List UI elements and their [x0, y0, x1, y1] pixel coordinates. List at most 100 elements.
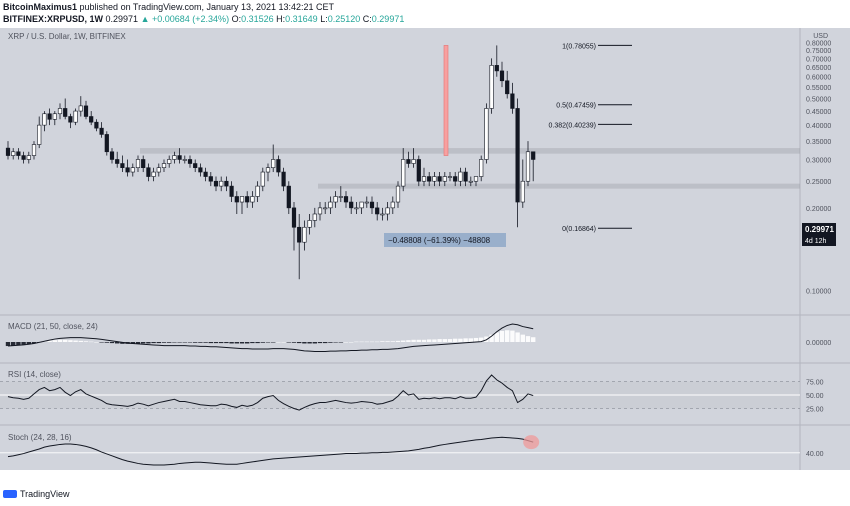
macd-histogram-bar [193, 342, 198, 343]
macd-histogram-bar [151, 342, 156, 344]
candles[interactable] [5, 45, 536, 280]
macd-histogram-bar [63, 339, 68, 342]
candle-body [317, 207, 323, 215]
open-label: O: [231, 14, 242, 24]
candle-body [68, 116, 73, 123]
macd-histogram-bar [406, 340, 411, 342]
macd-histogram-bar [78, 340, 83, 342]
candle-body [161, 163, 167, 169]
macd-histogram-bar [21, 342, 26, 345]
macd-histogram-bar [390, 341, 395, 342]
macd-histogram-bar [99, 342, 104, 343]
author-name[interactable]: BitcoinMaximus1 [3, 2, 78, 12]
tradingview-brand: TradingView [20, 489, 70, 499]
macd-histogram-bar [250, 342, 255, 344]
macd-histogram-bar [323, 342, 328, 344]
macd-histogram-bar [198, 342, 203, 343]
macd-title: MACD (21, 50, close, 24) [8, 322, 98, 331]
macd-histogram-bar [73, 340, 78, 342]
macd-histogram-bar [437, 339, 442, 342]
candle-body [141, 159, 146, 169]
macd-histogram-bar [219, 342, 224, 344]
main-pane-title: XRP / U.S. Dollar, 1W, BITFINEX [8, 32, 126, 41]
candle-body [57, 108, 63, 115]
macd-histogram-bar [47, 340, 52, 342]
candle-body [484, 108, 489, 160]
sr-zones [140, 45, 800, 189]
macd-histogram-bar [479, 337, 484, 342]
candle-body [26, 155, 31, 160]
rsi-tick-label: 50.00 [806, 393, 824, 400]
macd-histogram-bar [177, 342, 182, 343]
macd-histogram-bar [349, 342, 354, 343]
candle-body [463, 171, 468, 182]
resistance-zone [140, 148, 800, 154]
price-change: ▲ +0.00684 (+2.34%) [140, 14, 230, 24]
macd-histogram-bar [156, 342, 161, 344]
fib-label: 0.5(0.47459) [556, 103, 596, 110]
macd-histogram-bar [31, 342, 37, 344]
macd-histogram-bar [68, 340, 73, 342]
candle-body [437, 176, 442, 182]
chart-area[interactable]: XRP / U.S. Dollar, 1W, BITFINEX USD MACD… [0, 28, 850, 482]
candle-body [255, 185, 260, 197]
published-text: published on TradingView.com, January 13… [77, 2, 335, 12]
candle-body [276, 159, 281, 173]
candle-body [281, 171, 286, 187]
macd-histogram-bar [57, 339, 63, 342]
macd-histogram-bar [395, 340, 401, 342]
macd-histogram-bar [463, 338, 468, 342]
macd-histogram-bar [525, 336, 531, 342]
macd-histogram-bar [489, 334, 494, 342]
open-value: 0.31526 [241, 14, 274, 24]
macd-histogram-bar [239, 342, 245, 344]
tradingview-logo-icon [3, 490, 17, 498]
tradingview-logo[interactable]: TradingView [3, 489, 70, 499]
macd-histogram-bar [281, 342, 286, 343]
candle-body [187, 159, 193, 164]
candle-body [359, 201, 364, 209]
candle-body [99, 127, 104, 135]
macd-histogram-bar [369, 341, 375, 343]
rsi-pane: 75.00 50.00 25.00 [0, 374, 824, 414]
macd-histogram-bar [505, 330, 510, 342]
macd-histogram-bar [520, 334, 525, 342]
publisher-line: BitcoinMaximus1 published on TradingView… [3, 2, 334, 12]
candle-body [286, 185, 291, 209]
stoch-pane: 40.00 [0, 435, 824, 466]
candle-body [37, 124, 42, 145]
candle-body [499, 70, 505, 82]
macd-histogram-bar [208, 342, 213, 344]
candle-body [21, 155, 26, 160]
candle-body [453, 176, 458, 182]
fib-label: 0.382(0.40239) [549, 122, 596, 129]
price-tick-label: 0.75000 [806, 48, 831, 55]
macd-histogram-bar [458, 338, 463, 342]
candle-body [94, 121, 99, 129]
candle-body [473, 176, 479, 182]
candle-body [406, 159, 411, 164]
price-tick-label: 0.30000 [806, 157, 831, 164]
price-tick-label: 0.60000 [806, 75, 831, 82]
price-tick-label: 0.65000 [806, 65, 831, 72]
macd-histogram-bar [167, 342, 172, 343]
price-tag-label: 0.29971 [805, 225, 834, 234]
candle-body [239, 196, 245, 203]
candle-body [297, 226, 302, 243]
macd-histogram-bar [375, 341, 380, 343]
candle-body [525, 151, 531, 182]
candle-body [260, 171, 265, 187]
macd-histogram-bar [531, 337, 536, 342]
candle-body [421, 176, 427, 182]
chart-svg[interactable]: XRP / U.S. Dollar, 1W, BITFINEX USD MACD… [0, 28, 850, 482]
macd-histogram-bar [473, 337, 479, 342]
candle-body [427, 176, 432, 182]
macd-histogram-bar [26, 342, 31, 345]
close-label: C: [362, 14, 372, 24]
macd-histogram-bar [161, 342, 167, 343]
header: BitcoinMaximus1 published on TradingView… [0, 0, 850, 28]
candle-body [151, 171, 156, 177]
price-tick-label: 0.50000 [806, 96, 831, 103]
close-value: 0.29971 [371, 14, 405, 24]
measure-box[interactable] [384, 233, 506, 247]
